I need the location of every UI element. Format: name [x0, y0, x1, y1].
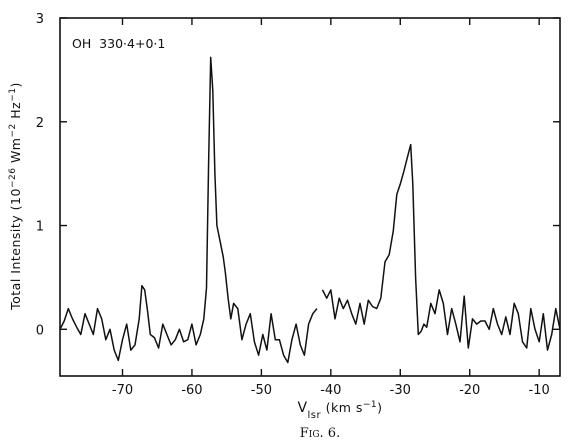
plot-frame — [59, 17, 561, 377]
axis-ticks: -70 -60 -50 -40 -30 -20 -10 0 1 2 3 — [36, 12, 560, 398]
x-tick-label: -20 — [459, 383, 480, 398]
spectrum-line-segment-1 — [59, 56, 318, 364]
y-axis-label: Total Intensity (10−26 Wm−2 Hz−1) — [8, 82, 23, 311]
x-tick-label: -40 — [320, 383, 341, 398]
figure-caption: Fig. 6. — [300, 426, 340, 441]
x-tick-label: -70 — [112, 383, 133, 398]
x-tick-label: -10 — [529, 383, 550, 398]
x-tick-label: -60 — [181, 383, 202, 398]
x-tick-label: -50 — [251, 383, 272, 398]
y-tick-label: 3 — [36, 12, 44, 27]
data-series — [59, 56, 561, 364]
spectrum-line-segment-2 — [321, 143, 561, 351]
x-tick-label: -30 — [390, 383, 411, 398]
annotation-label: OH 330·4+0·1 — [72, 36, 165, 51]
y-tick-label: 2 — [36, 116, 44, 131]
y-tick-label: 0 — [36, 323, 44, 338]
y-tick-label: 1 — [36, 220, 44, 235]
x-axis-label: Vlsr (km s−1) — [297, 400, 382, 421]
